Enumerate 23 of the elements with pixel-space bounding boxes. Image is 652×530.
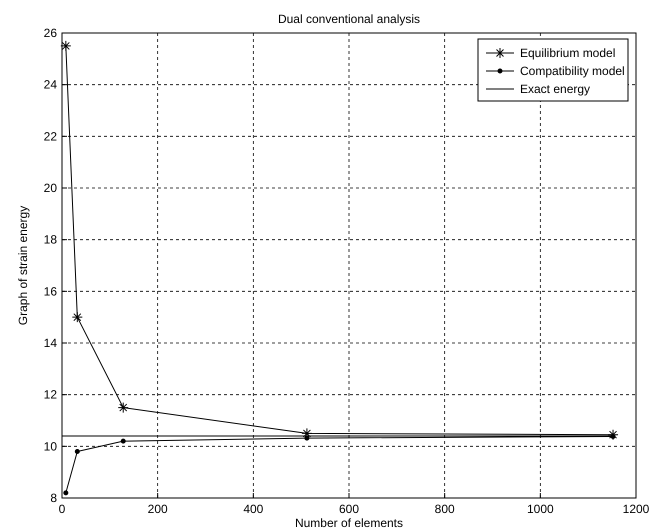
y-tick-label: 22 [44, 129, 58, 144]
legend-label: Exact energy [520, 82, 590, 96]
y-tick-label: 8 [50, 491, 58, 505]
legend-label: Equilibrium model [520, 46, 616, 60]
y-tick-label: 16 [44, 284, 58, 298]
y-tick-label: 18 [44, 232, 58, 247]
x-tick-label: 1200 [622, 502, 650, 516]
legend-label: Compatibility model [520, 64, 625, 78]
y-axis-title: Graph of strain energy [16, 206, 30, 326]
x-tick-label: 400 [243, 502, 264, 516]
chart-title: Dual conventional analysis [278, 12, 420, 26]
x-axis-title: Number of elements [294, 516, 404, 530]
y-tick-label: 20 [44, 181, 58, 195]
x-tick-label: 1000 [526, 502, 554, 516]
y-tick-label: 12 [44, 388, 58, 402]
y-tick-label: 24 [44, 78, 58, 92]
x-tick-label: 200 [148, 502, 168, 516]
x-tick-label: 0 [58, 502, 66, 516]
x-tick-label: 800 [434, 502, 455, 516]
y-tick-label: 26 [44, 26, 58, 40]
y-tick-label: 10 [44, 439, 58, 454]
y-tick-label: 14 [44, 336, 58, 350]
x-tick-label: 600 [338, 502, 360, 516]
